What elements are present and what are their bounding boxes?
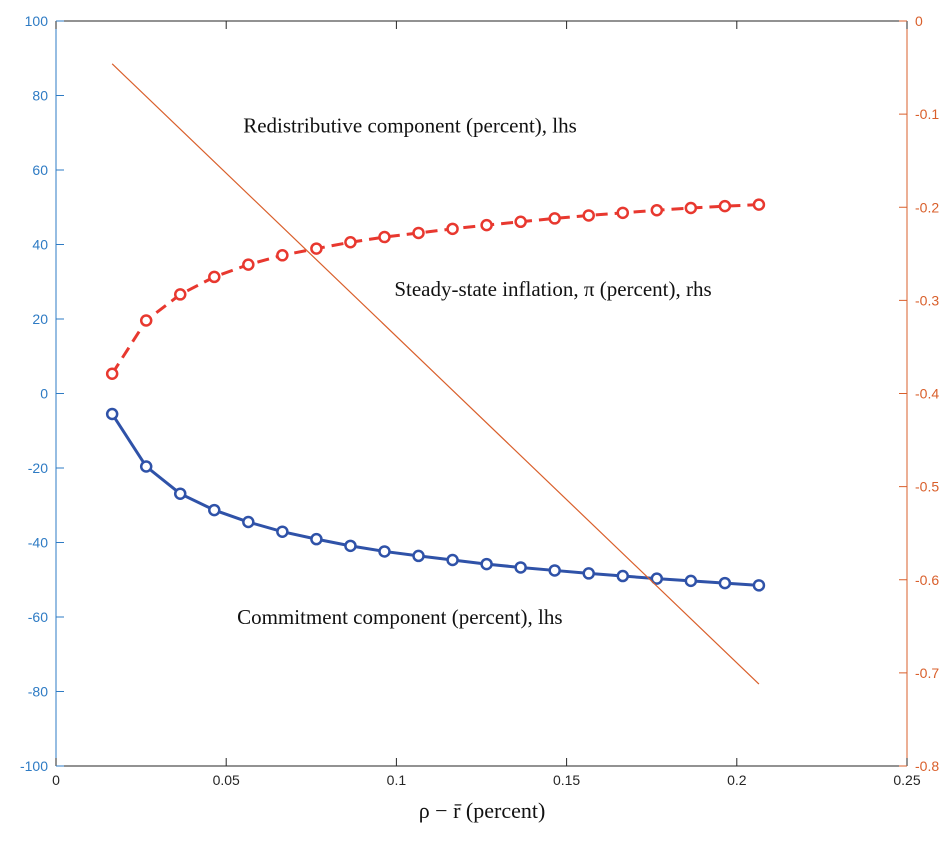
series-line-2 [111,63,760,685]
series-layer [105,63,766,685]
series-1-point [684,574,698,588]
x-tick-label: 0.25 [893,772,920,788]
left-tick-label: 20 [32,311,48,327]
series-1-point [276,525,289,538]
series-0-point [412,226,425,240]
left-tick-label: 80 [32,88,48,104]
right-tick-label: -0.3 [915,292,939,308]
series-1-point [208,503,221,517]
left-tick-label: -40 [28,535,48,551]
series-1-point [446,553,459,567]
series-0-point [173,288,187,301]
series-1-point [344,539,357,553]
series-0-point [616,206,630,220]
series-0-point [310,242,323,255]
series-1-point [616,569,630,583]
annotation-0: Redistributive component (percent), lhs [243,113,577,137]
series-1-point [480,557,493,571]
series-0-point [139,314,153,327]
x-tick-label: 0.05 [213,772,240,788]
series-1-point [378,545,391,558]
annotations-layer: Redistributive component (percent), lhs S… [237,113,712,629]
right-tick-label: -0.7 [915,665,939,681]
series-0-point [446,222,459,236]
x-tick-label: 0.1 [387,772,407,788]
series-1-point [548,564,561,577]
series-1-point [139,460,153,473]
series-0-point [752,198,766,211]
series-1-point [582,567,595,580]
x-tick-label: 0 [52,772,60,788]
right-tick-label: -0.6 [915,572,939,588]
series-1-point [514,561,527,574]
x-tick-label: 0.2 [727,772,747,788]
annotation-2: Commitment component (percent), lhs [237,605,562,629]
right-tick-label: -0.1 [915,106,939,122]
series-0-point [582,209,595,222]
x-tick-label: 0.15 [553,772,580,788]
left-tick-label: 60 [32,162,48,178]
right-tick-label: -0.2 [915,199,939,215]
left-tick-label: -60 [28,609,48,625]
right-tick-label: -0.8 [915,758,939,774]
series-0-point [548,212,561,225]
series-0-point [242,258,255,271]
series-1-point [718,576,732,590]
right-tick-label: -0.4 [915,386,939,402]
series-1-point [310,532,323,546]
ticks-layer: 0 0.05 0.1 0.15 0.2 0.25 100 80 60 40 20 0 -20 -40 -60… [20,13,939,788]
series-1-point [173,487,187,500]
series-1-point [412,549,425,563]
left-tick-label: -20 [28,460,48,476]
series-0-point [650,203,664,217]
series-0-point [378,230,391,244]
series-0-point [514,215,527,229]
left-tick-label: 40 [32,237,48,253]
right-tick-label: -0.5 [915,479,939,495]
left-tick-label: -80 [28,684,48,700]
series-0-point [208,270,221,284]
left-tick-label: -100 [20,758,48,774]
series-0-point [344,236,357,249]
series-1-point [650,572,664,585]
series-1-point [105,407,119,421]
series-1-point [752,579,766,592]
annotation-1: Steady-state inflation, π (percent), rhs [394,277,711,301]
x-axis-label: ρ − r̄ (percent) [419,798,546,823]
series-0-point [684,201,698,215]
series-line-0 [110,203,759,375]
series-0-point [480,218,493,232]
left-tick-label: 0 [40,386,48,402]
left-tick-label: 100 [25,13,49,29]
right-tick-label: 0 [915,13,923,29]
series-0-point [105,367,119,381]
series-0-point [276,249,289,262]
series-0-point [718,199,732,213]
series-1-point [242,515,255,529]
